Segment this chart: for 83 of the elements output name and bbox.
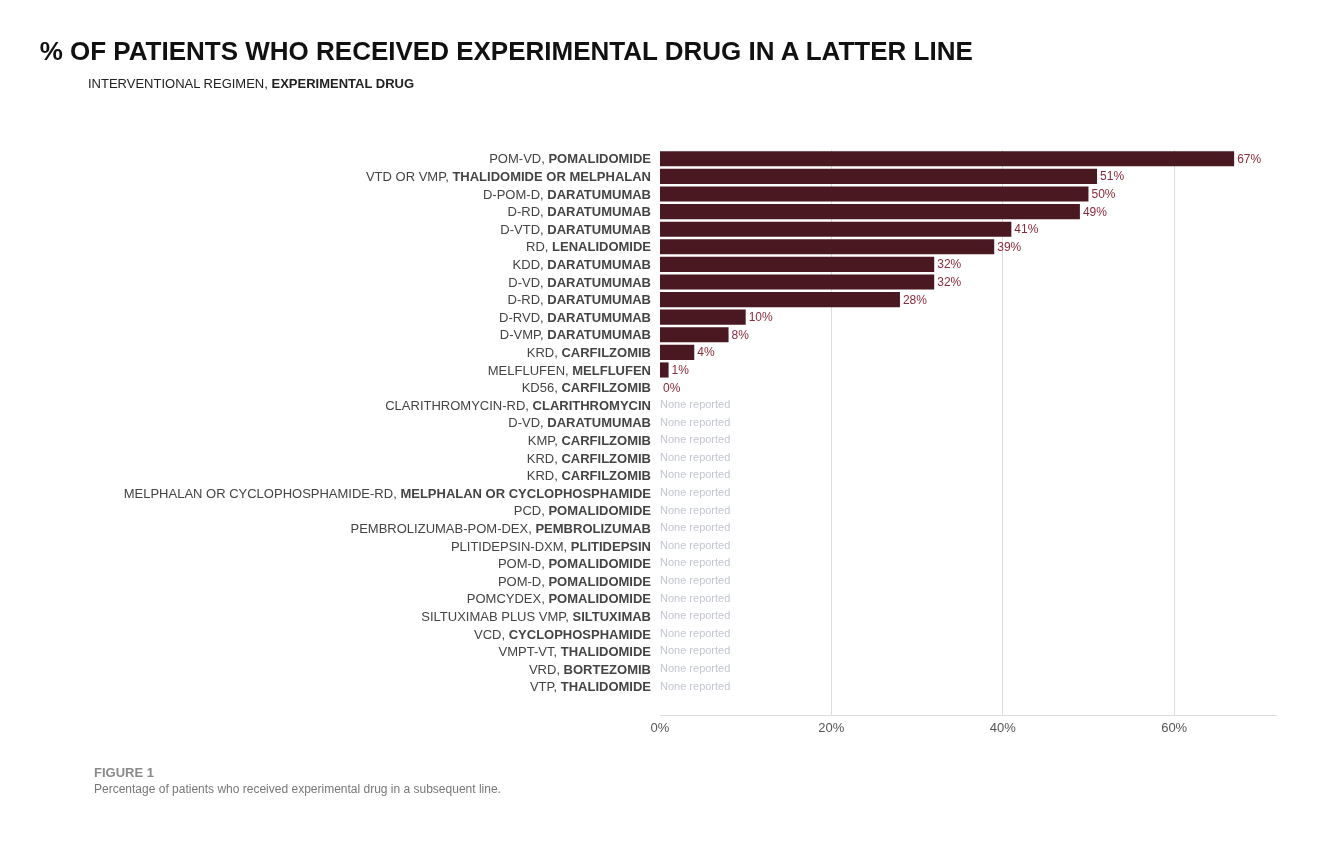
text: None reported xyxy=(660,485,731,498)
data-label: 0% xyxy=(663,380,681,395)
text: None reported xyxy=(660,626,731,639)
y-tick-label: VCD, CYCLOPHOSPHAMIDE xyxy=(474,626,652,642)
data-label: 51% xyxy=(1100,169,1125,184)
y-tick-label: PEMBROLIZUMAB-POM-DEX, PEMBROLIZUMAB xyxy=(350,520,651,536)
y-tick-label: POM-VD, POMALIDOMIDE xyxy=(489,151,652,167)
y-tick-label: D-VMP, DARATUMUMAB xyxy=(499,327,651,343)
y-tick-label: CLARITHROMYCIN-RD, CLARITHROMYCIN xyxy=(385,397,651,413)
data-label: 1% xyxy=(671,362,690,377)
text: None reported xyxy=(660,556,731,569)
text: Percentage of patients who received experimental drug in a subsequent line. xyxy=(94,782,501,796)
text: None reported xyxy=(660,538,731,551)
y-tick-label: POM-D, POMALIDOMIDE xyxy=(497,556,652,572)
bar xyxy=(660,221,1012,237)
y-tick-label: VMPT-VT, THALIDOMIDE xyxy=(498,644,652,660)
text: None reported xyxy=(660,573,731,586)
text: None reported xyxy=(660,591,731,604)
y-tick-label: D-RD, DARATUMUMAB xyxy=(507,292,651,308)
y-tick-label: D-POM-D, DARATUMUMAB xyxy=(482,186,651,202)
data-label: 32% xyxy=(937,274,962,289)
y-tick-label: VRD, BORTEZOMIB xyxy=(528,661,651,677)
data-label: 8% xyxy=(731,327,750,342)
data-label: 10% xyxy=(748,310,774,325)
bar xyxy=(660,239,995,255)
text: None reported xyxy=(660,450,731,463)
y-tick-label: D-VTD, DARATUMUMAB xyxy=(500,221,651,237)
text: None reported xyxy=(660,433,731,446)
caption: FIGURE 1 xyxy=(94,765,154,780)
data-label: 49% xyxy=(1082,204,1108,219)
text: None reported xyxy=(660,609,731,622)
x-tick-label: 40% xyxy=(989,719,1017,735)
data-label: 4% xyxy=(697,345,715,360)
text: None reported xyxy=(660,397,731,410)
y-tick-label: KRD, CARFILZOMIB xyxy=(526,450,651,466)
y-tick-label: VTD OR VMP, THALIDOMIDE OR MELPHALAN xyxy=(365,168,651,184)
y-tick-label: KRD, CARFILZOMIB xyxy=(526,344,651,360)
y-tick-label: KMP, CARFILZOMIB xyxy=(527,432,651,448)
y-tick-label: MELPHALAN OR CYCLOPHOSPHAMIDE-RD, MELPHALAN OR CYCLOPHOSPHAMIDE xyxy=(123,485,652,501)
bar xyxy=(660,362,669,378)
chart-title: % OF PATIENTS WHO RECEIVED EXPERIMENTAL DRUG IN A LATTER LINE xyxy=(39,36,973,67)
y-tick-label: POMCYDEX, POMALIDOMIDE xyxy=(466,591,652,607)
y-tick-label: SILTUXIMAB PLUS VMP, SILTUXIMAB xyxy=(421,608,651,624)
y-tick-label: POM-D, POMALIDOMIDE xyxy=(497,573,652,589)
bar xyxy=(660,168,1098,184)
bar xyxy=(660,274,935,290)
bar xyxy=(660,309,746,325)
data-label: 39% xyxy=(997,239,1022,254)
y-tick-label: VTP, THALIDOMIDE xyxy=(529,679,652,695)
data-label: 41% xyxy=(1014,222,1039,237)
y-tick-label: MELFLUFEN, MELFLUFEN xyxy=(487,362,651,378)
bar xyxy=(660,327,729,343)
text: None reported xyxy=(660,503,731,516)
bar xyxy=(660,344,695,360)
text: None reported xyxy=(660,679,731,692)
y-tick-label: KD56, CARFILZOMIB xyxy=(521,380,651,396)
bar xyxy=(660,186,1089,202)
text: INTERVENTIONAL REGIMEN, EXPERIMENTAL DRUG xyxy=(88,76,415,91)
text: None reported xyxy=(660,661,731,674)
x-tick-label: 20% xyxy=(818,719,845,735)
y-tick-label: D-VD, DARATUMUMAB xyxy=(508,274,651,290)
data-label: 50% xyxy=(1091,186,1116,201)
x-tick-label: 0% xyxy=(650,719,670,735)
data-label: 67% xyxy=(1237,151,1262,166)
y-tick-label: D-RD, DARATUMUMAB xyxy=(507,204,651,220)
y-tick-label: PLITIDEPSIN-DXM, PLITIDEPSIN xyxy=(450,538,651,554)
x-tick-label: 60% xyxy=(1161,719,1188,735)
text: None reported xyxy=(660,521,731,534)
y-tick-label: KDD, DARATUMUMAB xyxy=(512,256,651,272)
y-tick-label: D-VD, DARATUMUMAB xyxy=(508,415,651,431)
data-label: 28% xyxy=(902,292,928,307)
y-tick-label: D-RVD, DARATUMUMAB xyxy=(499,309,651,325)
y-tick-label: RD, LENALIDOMIDE xyxy=(526,239,652,255)
bar xyxy=(660,292,900,308)
data-label: 32% xyxy=(937,257,962,272)
text: None reported xyxy=(660,644,731,657)
text: None reported xyxy=(660,415,731,428)
bar xyxy=(660,204,1080,220)
bar xyxy=(660,256,935,272)
y-tick-label: PCD, POMALIDOMIDE xyxy=(513,503,652,519)
bar xyxy=(660,151,1235,167)
text: None reported xyxy=(660,468,731,481)
y-tick-label: KRD, CARFILZOMIB xyxy=(526,468,651,484)
